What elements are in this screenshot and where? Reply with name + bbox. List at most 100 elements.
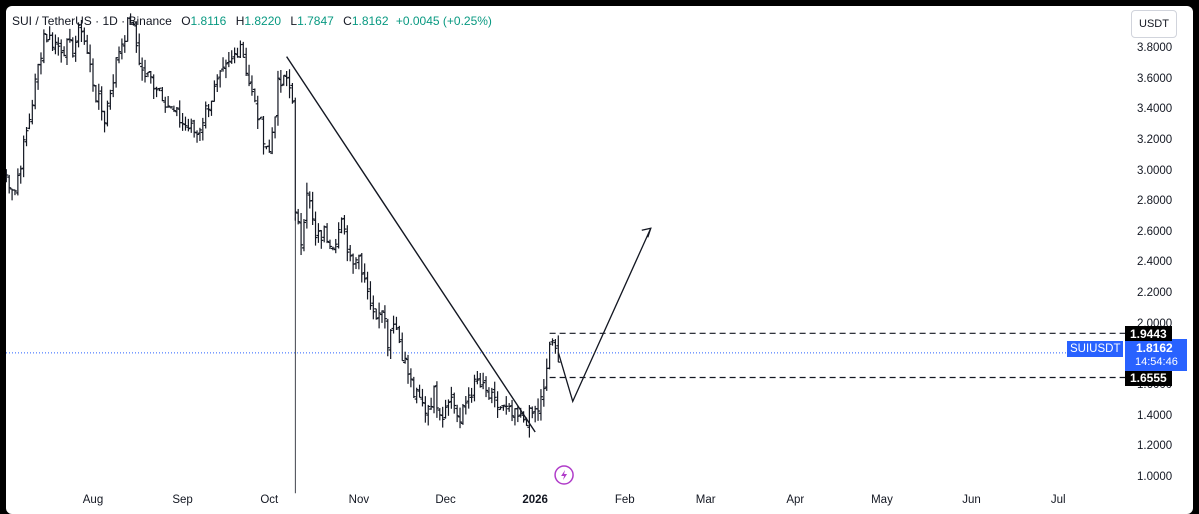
ohlc-bar <box>553 339 558 354</box>
ohlc-bar <box>345 225 350 262</box>
ohlc-bar <box>197 127 202 142</box>
ohlc-bar <box>275 70 280 126</box>
ohlc-bar <box>348 245 353 262</box>
chart-canvas[interactable] <box>6 6 1193 514</box>
ohlc-bar <box>192 119 197 138</box>
forecast-arrowhead <box>641 227 652 238</box>
ohlc-bar <box>397 325 402 344</box>
ohlc-bar <box>455 404 460 423</box>
legend-low-label: L <box>290 14 298 28</box>
time-tick: Mar <box>695 494 716 506</box>
ohlc-bar <box>33 73 38 110</box>
ohlc-bar <box>244 47 249 77</box>
ohlc-bar <box>507 403 512 412</box>
ohlc-bar <box>148 70 153 84</box>
ohlc-bar <box>261 115 266 155</box>
ohlc-bar <box>91 58 95 92</box>
ohlc-bar <box>163 96 168 113</box>
last-price-value: 1.8162 <box>1136 341 1173 355</box>
ohlc-bar <box>183 116 188 131</box>
ohlc-bar <box>406 354 411 384</box>
ohlc-bar <box>157 87 162 92</box>
ohlc-bar <box>432 385 437 414</box>
ohlc-bar <box>53 34 58 55</box>
level-price-label: 1.9443 <box>1125 326 1172 342</box>
ohlc-bar <box>212 80 217 103</box>
ohlc-bar <box>36 63 41 90</box>
ohlc-bar <box>426 404 431 426</box>
price-tick: 1.2000 <box>1137 440 1173 453</box>
time-tick: May <box>871 494 893 506</box>
ohlc-bar <box>434 381 439 418</box>
ohlc-bar <box>495 391 500 418</box>
legend-change: +0.0045 (+0.25%) <box>395 14 492 28</box>
ohlc-bar <box>325 223 330 244</box>
ohlc-bar <box>385 318 390 357</box>
ohlc-bar <box>134 21 139 53</box>
ohlc-bar <box>218 70 223 88</box>
ohlc-bar <box>478 372 483 388</box>
ohlc-bar <box>93 84 98 103</box>
ohlc-bar <box>160 87 165 102</box>
legend-low: 1.7847 <box>297 14 334 28</box>
ohlc-bar <box>108 89 113 110</box>
ohlc-bar <box>382 305 387 329</box>
ohlc-bar <box>70 37 75 58</box>
ohlc-bar <box>359 253 364 283</box>
ohlc-bar <box>327 239 332 250</box>
price-tick: 2.2000 <box>1137 287 1173 300</box>
ohlc-bar <box>466 387 471 409</box>
ohlc-bar <box>128 13 133 24</box>
ohlc-bar <box>437 408 442 421</box>
ohlc-bar <box>319 229 324 249</box>
ohlc-bar <box>371 295 376 320</box>
ohlc-bar <box>50 32 55 52</box>
ohlc-bar <box>296 208 301 225</box>
ohlc-bar <box>316 223 321 243</box>
ohlc-bar <box>400 332 405 362</box>
ohlc-bar <box>99 86 104 121</box>
ohlc-bar <box>411 376 416 399</box>
ohlc-bar <box>356 254 361 270</box>
ohlc-bar <box>73 35 78 62</box>
ohlc-bar <box>475 370 480 385</box>
ohlc-bar <box>44 33 49 43</box>
ohlc-bar <box>47 26 52 41</box>
currency-button[interactable]: USDT <box>1131 10 1177 38</box>
ohlc-bar <box>30 99 35 125</box>
ohlc-bar <box>200 117 205 141</box>
ohlc-bar <box>510 399 515 422</box>
legend-symbol[interactable]: SUI / TetherUS · 1D · Binance <box>12 14 172 28</box>
ohlc-bar <box>307 191 312 209</box>
time-tick: Jul <box>1050 494 1066 506</box>
ohlc-bar <box>429 397 434 410</box>
ohlc-bar <box>64 38 69 65</box>
ohlc-bar <box>492 381 497 408</box>
ohlc-bar <box>21 135 26 178</box>
ohlc-bar <box>215 74 220 92</box>
ohlc-bar <box>102 110 107 133</box>
legend-open-label: O <box>181 14 191 28</box>
legend-high-label: H <box>235 14 245 28</box>
ohlc-bar <box>414 387 419 404</box>
ohlc-bar <box>458 407 463 429</box>
ohlc-bar <box>313 211 318 246</box>
ohlc-bar <box>388 329 393 359</box>
ohlc-bar <box>195 130 200 143</box>
ohlc-bar <box>284 71 289 87</box>
ohlc-bar <box>56 37 61 56</box>
ohlc-bar <box>463 396 468 415</box>
ohlc-bar <box>481 372 486 390</box>
ohlc-bar <box>336 222 341 249</box>
ohlc-bar <box>232 47 237 64</box>
ohlc-bar <box>221 57 226 72</box>
ohlc-bar <box>550 338 555 346</box>
ohlc-bar <box>273 116 278 139</box>
price-tick: 1.4000 <box>1137 409 1173 422</box>
ohlc-bar <box>342 215 347 235</box>
ohlc-bar <box>189 118 194 133</box>
ohlc-bar <box>203 101 208 129</box>
ohlc-bar <box>299 212 304 256</box>
ohlc-bar <box>154 86 159 98</box>
ohlc-bar <box>423 396 428 423</box>
